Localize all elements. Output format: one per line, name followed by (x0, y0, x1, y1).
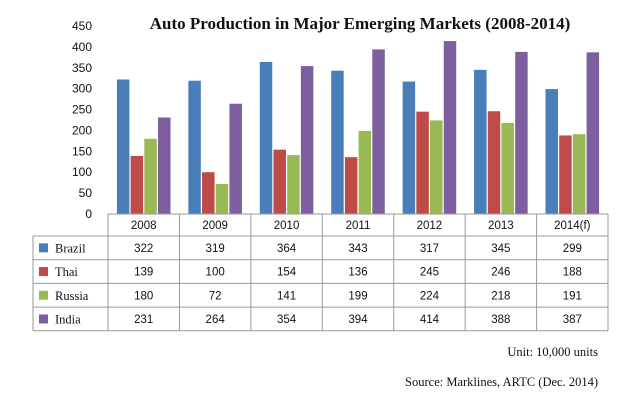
bar-thai (202, 172, 215, 214)
y-tick-label: 0 (85, 207, 92, 221)
data-label: 141 (277, 290, 296, 302)
bar-russia (215, 183, 229, 214)
data-label: 387 (563, 314, 582, 326)
x-tick-label: 2010 (274, 220, 300, 232)
data-label: 72 (209, 290, 222, 302)
bar-brazil (259, 61, 273, 215)
data-label: 264 (206, 314, 226, 326)
bar-russia (572, 134, 586, 214)
legend-label: Thai (55, 265, 78, 279)
data-label: 343 (348, 243, 367, 255)
y-tick-label: 400 (72, 40, 92, 54)
bar-india (158, 117, 171, 214)
y-tick-label: 100 (72, 165, 92, 179)
y-tick-label: 50 (79, 186, 93, 200)
bar-thai (273, 149, 286, 214)
y-tick-label: 450 (72, 19, 92, 33)
data-label: 191 (563, 290, 582, 302)
bar-russia (430, 120, 443, 214)
y-tick-label: 200 (72, 123, 92, 137)
bar-india (443, 41, 457, 214)
bar-brazil (116, 79, 130, 214)
bar-india (586, 52, 600, 214)
data-label: 317 (420, 243, 439, 255)
x-tick-label: 2012 (417, 220, 443, 232)
source-note: Source: Marklines, ARTC (Dec. 2014) (405, 375, 598, 389)
legend-label: India (55, 312, 81, 326)
y-tick-label: 300 (72, 82, 92, 96)
bars (116, 41, 600, 215)
data-label: 394 (348, 314, 368, 326)
bar-russia (358, 130, 372, 214)
bar-brazil (331, 70, 344, 214)
x-tick-label: 2008 (131, 220, 157, 232)
x-tick-label: 2014(f) (554, 220, 591, 232)
x-tick-label: 2011 (346, 220, 371, 232)
legend-swatch (39, 290, 48, 300)
bar-thai (130, 155, 144, 214)
legend-swatch (39, 267, 48, 277)
data-label: 354 (277, 314, 297, 326)
y-tick-label: 350 (72, 61, 92, 75)
bar-russia (144, 138, 157, 214)
data-label: 136 (348, 267, 367, 279)
y-tick-label: 250 (72, 103, 92, 117)
data-label: 414 (420, 314, 440, 326)
data-label: 100 (206, 267, 225, 279)
data-label: 364 (277, 243, 297, 255)
bar-brazil (402, 81, 416, 214)
data-label: 322 (134, 243, 153, 255)
y-tick-label: 150 (72, 144, 92, 158)
data-label: 139 (134, 267, 153, 279)
unit-note: Unit: 10,000 units (507, 345, 598, 359)
bar-india (372, 49, 385, 215)
data-label: 180 (134, 290, 153, 302)
data-table: 2008 2009 2010 2011 2012 2013 2014(f) Brazil 322… (32, 214, 609, 332)
chart-title: Auto Production in Major Emerging Market… (150, 14, 571, 33)
y-axis: 0 50 100 150 200 250 300 350 400 450 (72, 19, 92, 221)
bar-thai (344, 157, 358, 214)
bar-thai (559, 135, 572, 214)
legend-swatch (39, 314, 48, 324)
data-label: 154 (277, 267, 297, 279)
data-label: 231 (134, 314, 153, 326)
data-label: 199 (348, 290, 367, 302)
data-label: 188 (563, 267, 582, 279)
bar-russia (287, 155, 300, 214)
legend-swatch (39, 243, 48, 253)
bar-india (300, 66, 314, 214)
bar-brazil (545, 89, 558, 214)
bar-india (229, 103, 242, 214)
data-label: 224 (420, 290, 440, 302)
bar-india (515, 51, 528, 215)
legend-label: Brazil (55, 241, 86, 255)
data-label: 345 (491, 243, 510, 255)
data-label: 319 (206, 243, 225, 255)
bar-thai (487, 111, 501, 214)
bar-brazil (474, 69, 487, 215)
bar-thai (416, 111, 429, 214)
data-label: 388 (491, 314, 510, 326)
x-tick-label: 2009 (202, 220, 228, 232)
bar-russia (501, 122, 514, 214)
data-label: 245 (420, 267, 439, 279)
bar-brazil (188, 80, 201, 214)
data-label: 218 (491, 290, 510, 302)
legend-label: Russia (55, 289, 89, 303)
data-label: 299 (563, 243, 582, 255)
data-label: 246 (491, 267, 510, 279)
x-tick-label: 2013 (488, 220, 514, 232)
